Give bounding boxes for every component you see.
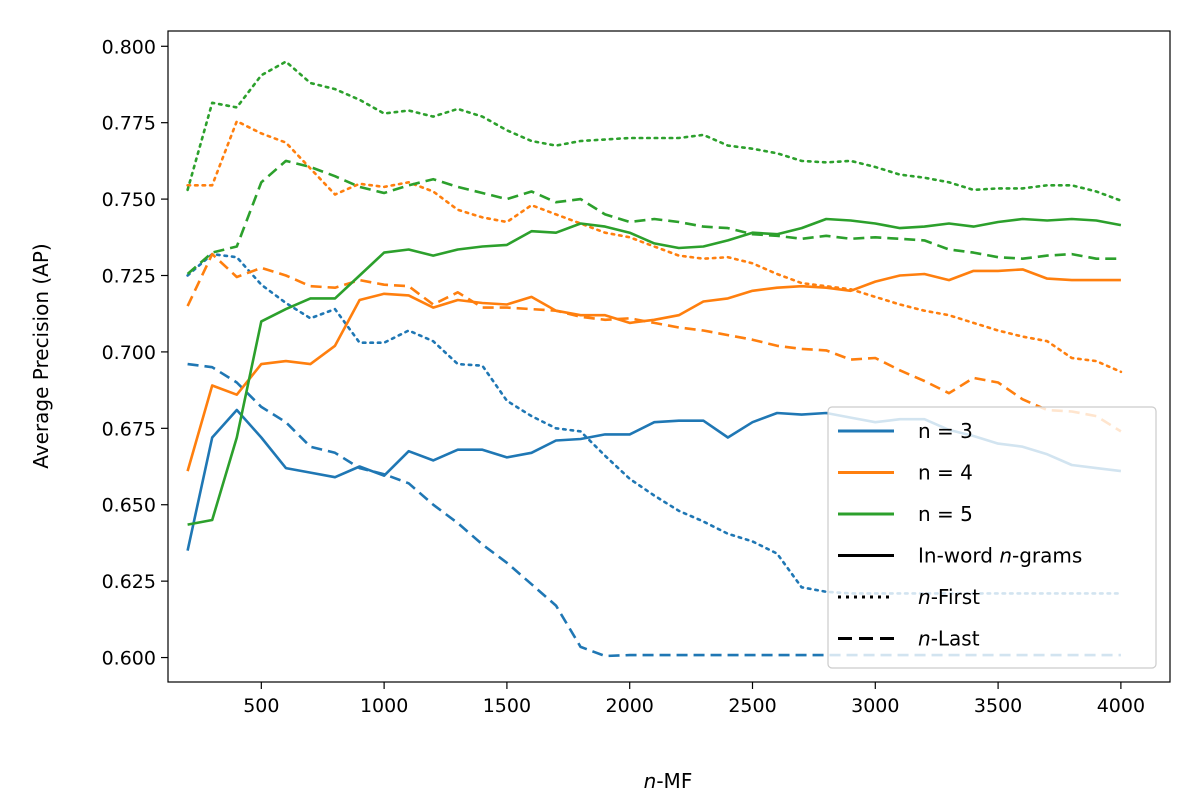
x-axis-label: n-MF [644,769,693,793]
x-axis-ticks: 500 1000 1500 2000 2500 3000 3500 4000 [243,682,1145,717]
legend-label: n-Last [918,627,980,651]
legend-label: n-First [918,585,980,609]
plot-frame [167,30,1171,683]
y-tick-label: 0.725 [102,266,156,288]
x-tick-label: 1000 [360,695,408,717]
legend-label: n = 5 [918,502,973,526]
x-tick-label: 4000 [1097,695,1145,717]
x-axis-label-rest: -MF [656,769,692,793]
legend-label: n = 4 [918,461,973,485]
y-axis-ticks: 0.600 0.625 0.650 0.675 0.700 0.725 0.750 0.775… [102,36,168,670]
series-line-n4-last [186,252,1122,433]
y-axis-label: Average Precision (AP) [29,243,53,468]
y-tick-label: 0.775 [102,113,156,135]
legend-box [827,406,1157,669]
x-tick-label: 1500 [483,695,531,717]
series-line-n4-first [186,119,1123,374]
y-tick-label: 0.800 [102,36,156,58]
x-tick-label: 3500 [974,695,1022,717]
y-tick-label: 0.600 [102,648,156,670]
series-layer [186,60,1123,658]
x-tick-label: 3000 [851,695,899,717]
legend: n = 3 n = 4 n = 5 In-word n-grams n-First n-L… [827,406,1157,669]
y-tick-label: 0.625 [102,571,156,593]
series-line-n4-inword [186,268,1121,472]
series-line-n5-inword [187,217,1122,526]
x-axis-label-italic: n [644,769,657,793]
y-tick-label: 0.650 [102,495,156,517]
y-tick-label: 0.700 [102,342,156,364]
x-tick-label: 2500 [728,695,776,717]
y-tick-label: 0.675 [102,418,156,440]
y-tick-label: 0.750 [102,189,156,211]
legend-label: In-word n-grams [918,544,1082,568]
legend-label: n = 3 [918,419,973,443]
series-line-n5-last [186,159,1121,275]
x-tick-label: 2000 [606,695,654,717]
series-line-n5-first [186,60,1123,202]
x-tick-label: 500 [243,695,279,717]
